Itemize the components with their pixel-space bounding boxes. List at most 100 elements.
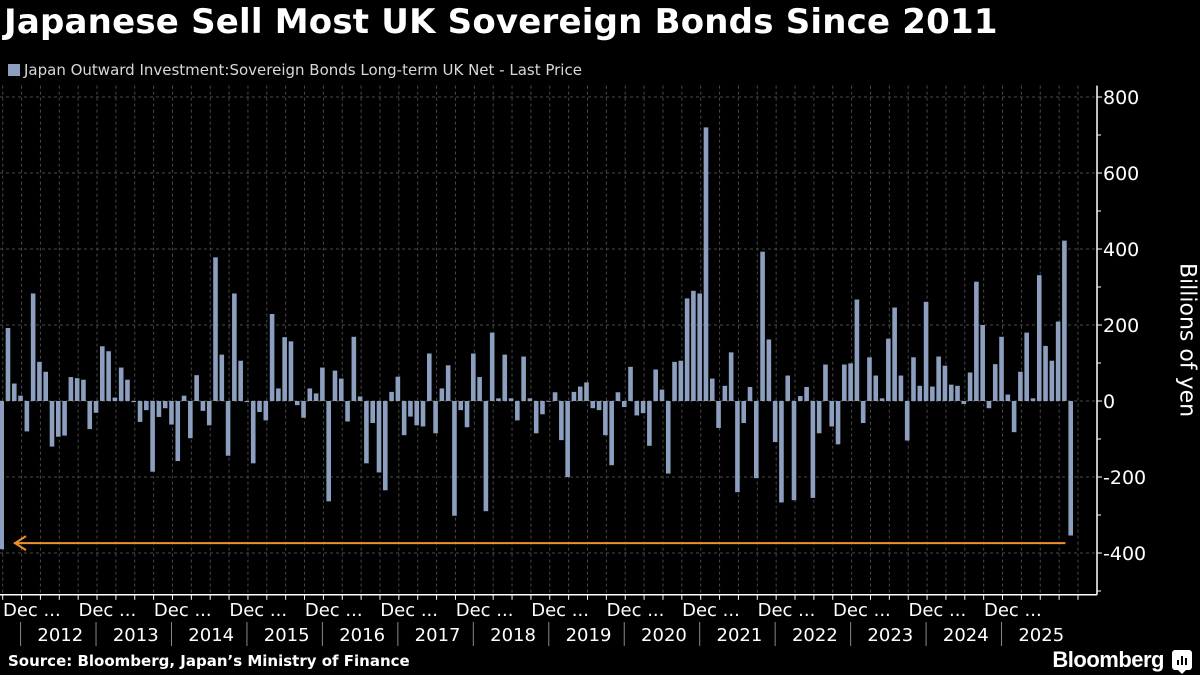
bar [892,307,897,401]
bar [439,388,445,401]
bar [703,127,709,402]
bar [18,395,23,401]
bar [772,401,778,443]
bar [269,313,275,401]
bar [684,298,690,401]
bar [68,377,74,401]
bar [1055,321,1061,401]
bar [948,384,954,401]
bar [898,375,904,401]
bar [753,401,759,479]
bar [288,341,294,401]
year-label: 2017 [415,625,461,646]
bar [471,353,476,401]
year-label: 2024 [943,625,989,646]
bar [401,401,407,436]
bar [804,386,809,401]
x-tick-label: Dec ... [682,600,740,621]
bar [225,401,231,456]
year-label: 2016 [339,625,385,646]
bar [571,391,577,401]
bar [294,401,300,406]
bar [320,367,325,401]
bar [112,397,118,401]
year-label: 2020 [641,625,687,646]
bar [779,401,784,503]
bar [257,401,262,413]
bar [628,366,633,401]
bar [596,401,602,411]
bar [125,379,130,401]
year-label: 2013 [113,625,159,646]
bar [49,401,55,447]
x-tick-label: Dec ... [456,600,514,621]
bar [232,293,237,401]
bar [219,354,225,401]
bar [1024,332,1029,401]
bar [508,398,514,401]
bar [55,401,61,437]
bar [559,401,564,441]
bar [1043,345,1048,401]
bar [904,401,910,441]
bar [584,382,589,401]
bar [395,376,401,401]
bar [716,401,721,428]
bar [144,401,149,411]
x-tick-label: Dec ... [758,600,816,621]
brand-name: Bloomberg [1052,647,1164,672]
bar [552,392,558,401]
bar [766,339,772,401]
bar [62,401,67,436]
bar [458,401,464,411]
bar [879,398,885,401]
bar [691,290,696,401]
year-label: 2025 [1018,625,1064,646]
bar [735,401,740,493]
y-tick-label: 400 [1103,239,1139,261]
x-tick-label: Dec ... [833,600,891,621]
bar [791,401,797,501]
bar [785,375,791,401]
bar [276,388,281,401]
x-tick-label: Dec ... [229,600,287,621]
bar [37,361,42,401]
bar [923,301,929,401]
bar [43,371,49,401]
bar [854,299,860,401]
bar [427,353,432,401]
bar [351,336,357,401]
source-note: Source: Bloomberg, Japan’s Ministry of F… [8,652,410,670]
bar [1068,401,1073,536]
bar [301,401,306,418]
bar [150,401,155,472]
bar [1018,371,1023,401]
bar [615,392,621,401]
bar [967,372,973,401]
year-label: 2022 [792,625,838,646]
bar [483,401,489,512]
bar [345,401,350,422]
bar [489,332,495,401]
bar [634,401,640,416]
bar [823,364,828,401]
bar [955,385,960,401]
bar [678,360,684,401]
bar [250,401,256,464]
bar [603,401,608,436]
bar [533,401,539,434]
bar [653,369,658,401]
y-tick-label: 800 [1103,87,1139,109]
bar [414,401,420,426]
bar [760,251,765,401]
x-tick-label: Dec ... [305,600,363,621]
x-tick-label: Dec ... [78,600,136,621]
bar [30,293,36,401]
bar [829,401,835,427]
year-label: 2021 [717,625,763,646]
bar [206,401,212,426]
bloomberg-chat-icon [1172,650,1192,674]
bar [81,379,86,401]
bar [106,351,111,401]
year-label: 2023 [867,625,913,646]
